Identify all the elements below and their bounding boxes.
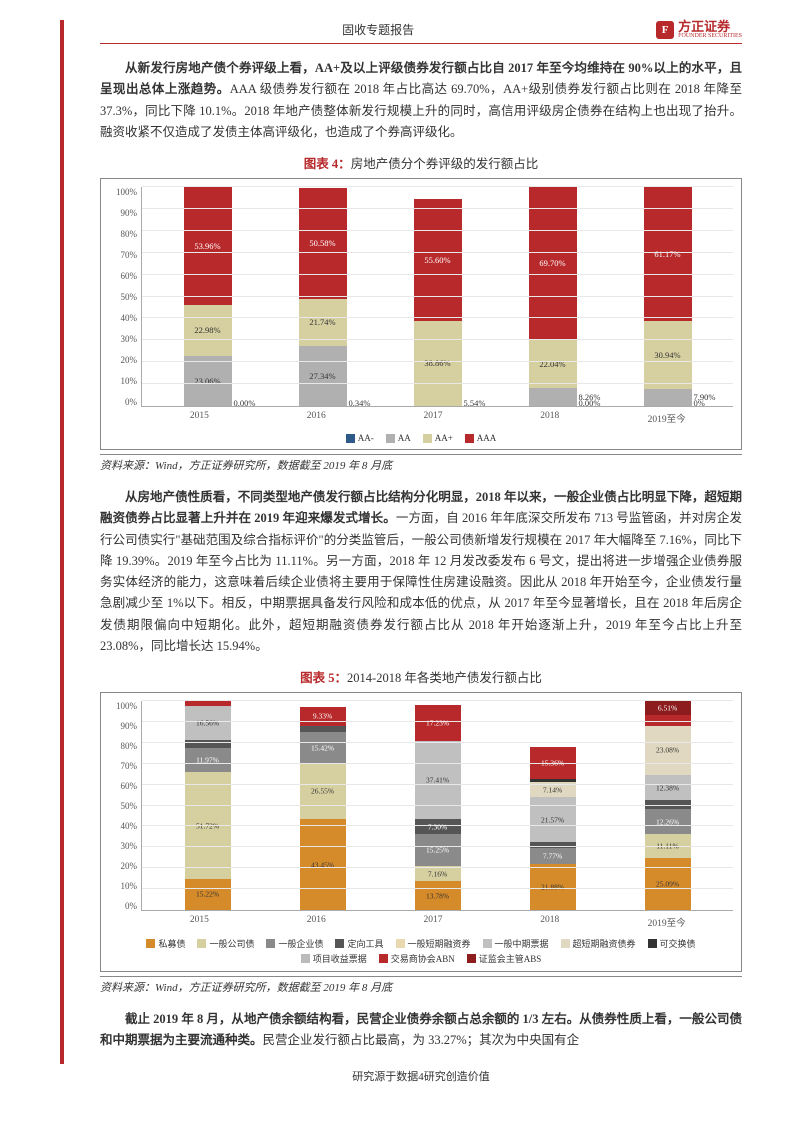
legend-item: AAA xyxy=(465,433,497,443)
chart2-plot: 0%10%20%30%40%50%60%70%80%90%100% 15.22%… xyxy=(109,701,733,911)
bar-segment: 1.75% xyxy=(530,779,576,783)
page-footer: 研究源于数据4研究创造价值 xyxy=(100,1068,742,1084)
chart1-plot-area: 23.06%22.98%53.96%0.00% 27.34%21.74%50.58… xyxy=(141,187,733,407)
chart2-title: 图表 5：2014-2018 年各类地产债发行额占比 xyxy=(100,667,742,686)
bar-segment: 7.90% xyxy=(644,389,692,406)
bar-column: 13.78%7.16%15.25%7.30%37.41%17.23% xyxy=(415,701,461,910)
legend-item: 交易商协会ABN xyxy=(379,952,455,965)
chart2-xaxis: 20152016201720182019至今 xyxy=(109,911,733,929)
bar-column: 43.45%26.55%15.42%2.61%9.33% xyxy=(300,701,346,910)
bar-segment: 23.08% xyxy=(645,726,691,774)
legend-item: AA+ xyxy=(423,433,453,443)
bar-segment: 6.51% xyxy=(645,701,691,715)
chart2-container: 0%10%20%30%40%50%60%70%80%90%100% 15.22%… xyxy=(100,692,742,972)
legend-item: AA xyxy=(386,433,411,443)
bar-segment: 13.78% xyxy=(415,881,461,910)
bar-segment: 15.42% xyxy=(300,732,346,764)
bar-column: 21.88%7.77%2.71%21.57%7.14%1.75%15.36% xyxy=(530,701,576,910)
bar-segment: 26.55% xyxy=(300,764,346,819)
bar-column: 8.26%22.04%69.70%0.00% xyxy=(529,187,577,406)
legend-item: 超短期融资债券 xyxy=(561,937,636,950)
legend-item: 一般企业债 xyxy=(266,937,323,950)
logo: F 方正证券 FOUNDER SECURITIES xyxy=(656,20,742,39)
bar-segment: 23.06% xyxy=(184,356,232,407)
bar-segment: 12.26% xyxy=(645,809,691,835)
chart1-plot: 0%10%20%30%40%50%60%70%80%90%100% 23.06%… xyxy=(109,187,733,407)
bar-segment: 15.25% xyxy=(415,834,461,866)
bar-segment: 2.52% xyxy=(185,701,231,706)
chart2-legend: 私募债一般公司债一般企业债定向工具一般短期融资券一般中期票据超短期融资债券可交换… xyxy=(109,937,733,965)
bar-segment: 53.96% xyxy=(184,187,232,305)
bar-segment: 16.56% xyxy=(185,706,231,740)
side-accent-bar xyxy=(60,20,64,1064)
chart1-xaxis: 20152016201720182019至今 xyxy=(109,407,733,425)
paragraph-3: 截止 2019 年 8 月，从地产债余额结构看，民营企业债券余额占总余额的 1/… xyxy=(100,1009,742,1052)
bar-column: 27.34%21.74%50.58%0.34% xyxy=(299,187,347,406)
legend-item: 一般公司债 xyxy=(197,937,254,950)
legend-item: 证监会主管ABS xyxy=(467,952,542,965)
chart1-yaxis: 0%10%20%30%40%50%60%70%80%90%100% xyxy=(109,187,141,407)
page-header: 固收专题报告 F 方正证券 FOUNDER SECURITIES xyxy=(100,20,742,44)
bar-segment: 22.04% xyxy=(529,340,577,388)
bar-segment: 17.23% xyxy=(415,705,461,741)
bar-segment: 38.86% xyxy=(414,321,462,406)
bar-segment: 7.16% xyxy=(415,866,461,881)
bar-segment: 30.94% xyxy=(644,321,692,389)
bar-column: 38.86%55.60%5.54% xyxy=(414,187,462,406)
chart1-legend: AA- AA AA+ AAA xyxy=(109,433,733,443)
bar-segment: 11.97% xyxy=(185,748,231,773)
bar-segment: 7.30% xyxy=(415,819,461,834)
logo-text-en: FOUNDER SECURITIES xyxy=(678,33,742,39)
legend-item: 可交换债 xyxy=(648,937,696,950)
bar-segment: 8.26% xyxy=(529,388,577,406)
bar-segment: 2.61% xyxy=(300,726,346,731)
chart1-container: 0%10%20%30%40%50%60%70%80%90%100% 23.06%… xyxy=(100,178,742,450)
bar-segment: 12.38% xyxy=(645,775,691,801)
bar-segment: 43.45% xyxy=(300,819,346,910)
bar-segment: 15.22% xyxy=(185,879,231,910)
bar-segment: 37.41% xyxy=(415,741,461,819)
bar-column: 7.90%30.94%61.17%0% xyxy=(644,187,692,406)
header-title: 固收专题报告 xyxy=(100,21,656,38)
bar-segment: 50.58% xyxy=(299,188,347,299)
chart1-title: 图表 4：房地产债分个券评级的发行额占比 xyxy=(100,153,742,172)
legend-item: 项目收益票据 xyxy=(301,952,367,965)
bar-segment: 25.09% xyxy=(645,858,691,910)
legend-item: 私募债 xyxy=(146,937,185,950)
logo-icon: F xyxy=(656,21,674,39)
bar-column: 25.09%11.11%12.26%3.99%12.38%23.08%5.59%… xyxy=(645,701,691,910)
legend-item: 一般短期融资券 xyxy=(396,937,471,950)
paragraph-1: 从新发行房地产债个券评级上看，AA+及以上评级债券发行额占比自 2017 年至今… xyxy=(100,58,742,143)
logo-text-cn: 方正证券 xyxy=(678,20,742,33)
bar-segment: 9.33% xyxy=(300,707,346,726)
bar-segment: 55.60% xyxy=(414,199,462,321)
legend-item: AA- xyxy=(346,433,374,443)
legend-item: 一般中期票据 xyxy=(483,937,549,950)
chart2-plot-area: 15.22%51.72%11.97%3.66%16.56%2.52% 43.45%… xyxy=(141,701,733,911)
legend-item: 定向工具 xyxy=(335,937,383,950)
bar-segment: 7.14% xyxy=(530,782,576,797)
chart2-source: 资料来源：Wind，方正证券研究所，数据截至 2019 年 8 月底 xyxy=(100,976,742,995)
paragraph-2: 从房地产债性质看，不同类型地产债发行额占比结构分化明显，2018 年以来，一般企… xyxy=(100,487,742,657)
bar-segment: 22.98% xyxy=(184,305,232,355)
bar-column: 15.22%51.72%11.97%3.66%16.56%2.52% xyxy=(185,701,231,910)
bar-segment: 7.77% xyxy=(530,848,576,864)
chart1-source: 资料来源：Wind，方正证券研究所，数据截至 2019 年 8 月底 xyxy=(100,454,742,473)
chart2-yaxis: 0%10%20%30%40%50%60%70%80%90%100% xyxy=(109,701,141,911)
bar-segment: 27.34% xyxy=(299,346,347,406)
bar-column: 23.06%22.98%53.96%0.00% xyxy=(184,187,232,406)
